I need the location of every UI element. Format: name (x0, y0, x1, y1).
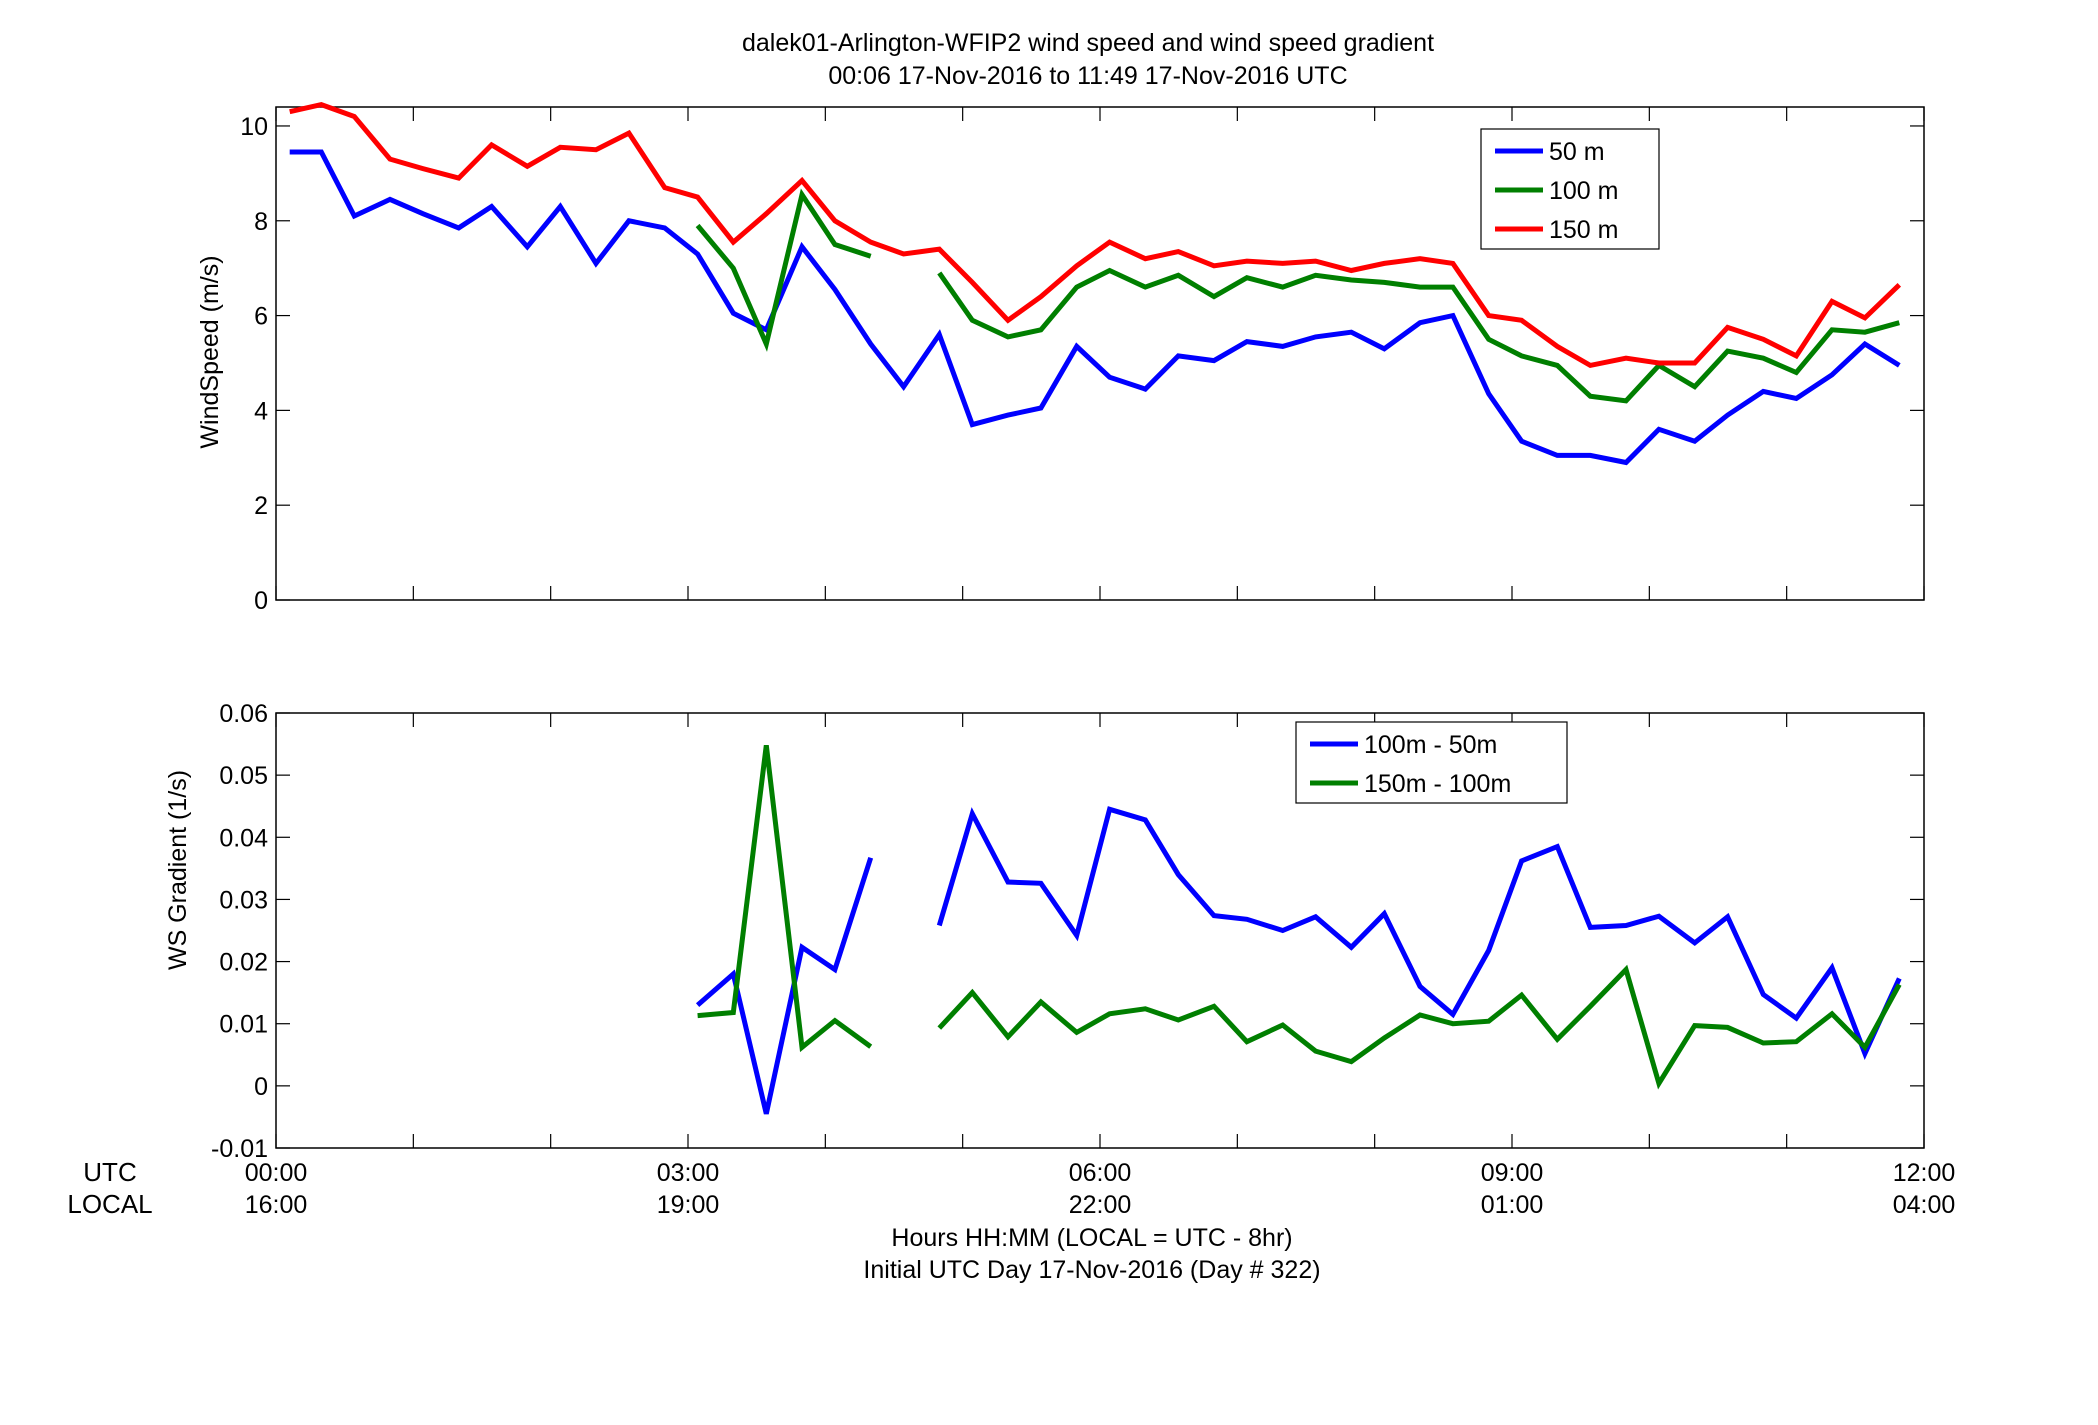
x-tick-label-utc: 09:00 (1481, 1159, 1544, 1187)
y-tick-label: 6 (254, 303, 268, 331)
y-tick-label: 4 (254, 397, 268, 425)
legend-1: 100m - 50m 150m - 100m (1295, 721, 1568, 804)
gradient-ylabel: WS Gradient (1/s) (164, 770, 192, 970)
series-line-green (937, 964, 1902, 1090)
y-tick-label: 8 (254, 208, 268, 236)
utc-row-label: UTC (83, 1157, 136, 1187)
series-line-green (697, 744, 873, 1053)
local-row-label: LOCAL (67, 1189, 152, 1219)
windspeed-ylabel: WindSpeed (m/s) (196, 255, 224, 448)
series-line-green (695, 188, 872, 352)
x-tick-labels: 00:00 16:00 03:00 19:00 06:00 22:00 09:00 01:00… (245, 1159, 1956, 1219)
legend-0: 50 m 100 m 150 m (1480, 128, 1660, 250)
series-line-blue (695, 857, 874, 1115)
y-tick-label: 0 (254, 1073, 268, 1101)
series-line-red (289, 102, 1902, 369)
series-line-blue (289, 149, 1901, 466)
windspeed-panel: WindSpeed (m/s) 0 2 4 6 8 10 50 m 100 m 150 m (196, 102, 1925, 615)
x-tick-label-local: 22:00 (1069, 1191, 1132, 1219)
y-tick-label: -0.01 (211, 1135, 268, 1163)
y-tick-label: 0.05 (219, 762, 268, 790)
legend-label: 150 m (1549, 216, 1618, 244)
legend-label: 50 m (1549, 138, 1605, 166)
x-tick-label-local: 04:00 (1893, 1191, 1956, 1219)
x-tick-label-local: 19:00 (657, 1191, 720, 1219)
x-tick-label-local: 01:00 (1481, 1191, 1544, 1219)
plot-area-0 (275, 106, 1925, 601)
x-tick-label-utc: 03:00 (657, 1159, 720, 1187)
series-line-green (937, 267, 1900, 404)
legend-box (1295, 721, 1568, 804)
y-tick-label: 2 (254, 492, 268, 520)
xlabel-line-2: Initial UTC Day 17-Nov-2016 (Day # 322) (863, 1256, 1320, 1284)
xlabel-line-1: Hours HH:MM (LOCAL = UTC - 8hr) (891, 1224, 1292, 1252)
title-line-1: dalek01-Arlington-WFIP2 wind speed and w… (742, 29, 1434, 57)
gradient-panel: WS Gradient (1/s) -0.01 0 0.01 0.02 0.03 0.04… (164, 700, 1925, 1163)
x-tick-label-utc: 06:00 (1069, 1159, 1132, 1187)
y-tick-label: 0.02 (219, 949, 268, 977)
y-tick-label: 0.04 (219, 824, 268, 852)
y-tick-label: 0 (254, 587, 268, 615)
legend-label: 100m - 50m (1364, 731, 1497, 759)
x-tick-label-utc: 12:00 (1893, 1159, 1956, 1187)
y-tick-label: 0.06 (219, 700, 268, 728)
legend-label: 150m - 100m (1364, 770, 1511, 798)
y-tick-label: 0.03 (219, 886, 268, 914)
x-tick-label-local: 16:00 (245, 1191, 308, 1219)
y-tick-label: 10 (240, 113, 268, 141)
series-line-blue (936, 806, 1902, 1060)
title-line-2: 00:06 17-Nov-2016 to 11:49 17-Nov-2016 U… (828, 62, 1347, 90)
y-tick-label: 0.01 (219, 1011, 268, 1039)
legend-label: 100 m (1549, 177, 1618, 205)
x-tick-label-utc: 00:00 (245, 1159, 308, 1187)
